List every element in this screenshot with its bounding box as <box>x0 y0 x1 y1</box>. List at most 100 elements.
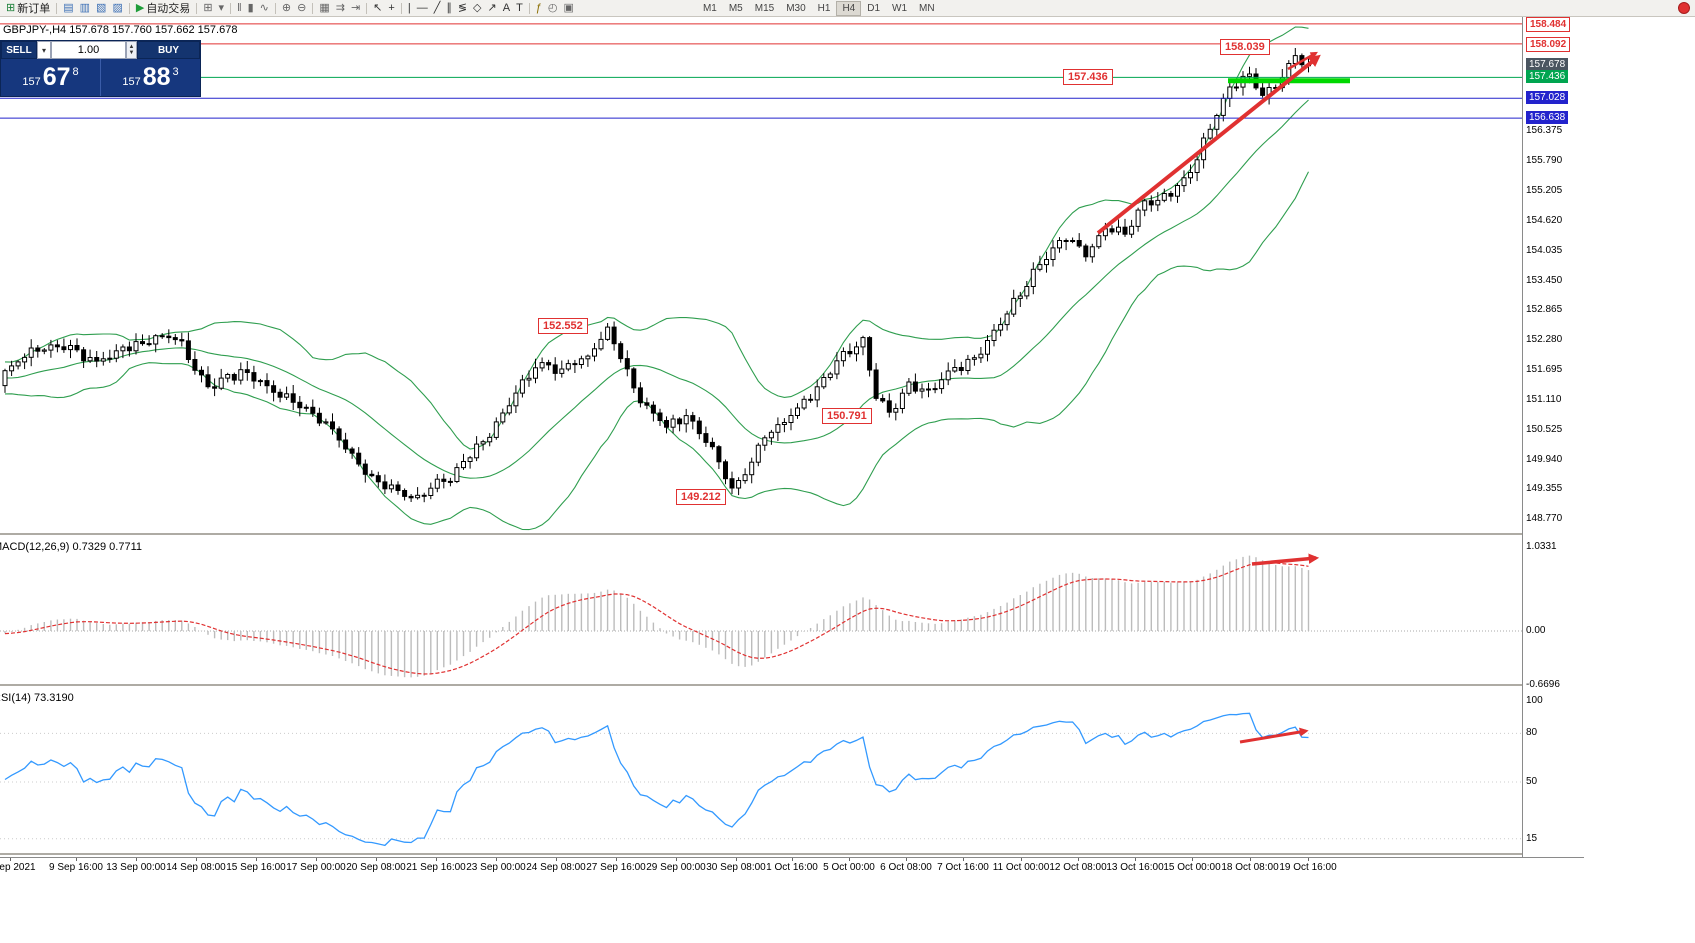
timeframe-m5[interactable]: M5 <box>728 2 743 14</box>
rsi-chart[interactable] <box>0 688 1522 855</box>
line-chart-button[interactable]: ∿ <box>257 1 272 16</box>
time-label: 13 Oct 16:00 <box>1106 862 1164 873</box>
time-tick <box>316 858 317 861</box>
volume-stepper[interactable]: ▲ ▼ <box>126 41 137 59</box>
fibonacci-button[interactable]: ≶ <box>455 1 470 16</box>
time-tick <box>1308 858 1309 861</box>
terminal-icon: ▨ <box>112 1 123 14</box>
price-tick: 156.375 <box>1526 125 1563 136</box>
time-tick <box>556 858 557 861</box>
price-label[interactable]: 152.552 <box>538 318 588 334</box>
time-label: 18 Oct 08:00 <box>1221 862 1279 873</box>
macd-chart[interactable] <box>0 537 1522 686</box>
equidistant-channel-button[interactable]: ∥ <box>443 1 455 16</box>
bar-chart-button[interactable]: ‖ <box>234 1 245 16</box>
timeframe-m1[interactable]: M1 <box>702 2 717 14</box>
toolbar-separator <box>312 2 314 14</box>
timeframe-m30[interactable]: M30 <box>786 2 806 14</box>
time-tick <box>76 858 77 861</box>
chart-shift-button[interactable]: ⇥ <box>348 1 363 16</box>
price-tick: 150.525 <box>1526 424 1563 435</box>
time-label: 15 Sep 16:00 <box>226 862 286 873</box>
macd-arrow[interactable] <box>1251 553 1320 566</box>
market-watch-button[interactable]: ▤ <box>60 1 76 16</box>
toolbar-separator <box>230 2 232 14</box>
horizontal-line-objects[interactable] <box>0 23 1522 119</box>
shapes-button[interactable]: ◇ <box>470 1 484 16</box>
periods-button[interactable]: ◴ <box>545 1 561 16</box>
rsi-axis-label: 100 <box>1526 695 1543 706</box>
trendline-button[interactable]: ╱ <box>431 1 444 16</box>
auto-scroll-button[interactable]: ⇉ <box>333 1 348 16</box>
time-label: 27 Sep 16:00 <box>586 862 646 873</box>
candlestick-chart-button[interactable]: ▮ <box>245 1 257 16</box>
order-type-dropdown[interactable]: ▾ <box>37 41 51 59</box>
time-tick <box>849 858 850 861</box>
text-button[interactable]: A <box>500 1 513 16</box>
indicators-icon: ƒ <box>535 1 542 14</box>
toolbar-separator <box>128 2 130 14</box>
timeframe-d1[interactable]: D1 <box>867 2 881 14</box>
timeframe-w1[interactable]: W1 <box>892 2 908 14</box>
horizontal-line-button[interactable]: — <box>414 1 431 16</box>
price-axis[interactable]: 156.375 155.790 155.205 154.620 154.035 153.4… <box>1522 17 1584 875</box>
notification-icon[interactable] <box>1678 2 1690 14</box>
arrows-button[interactable]: ↗ <box>485 1 500 16</box>
macd-panel[interactable]: MACD(12,26,9) 0.7329 0.7711 <box>0 537 1522 686</box>
price-label[interactable]: 149.212 <box>676 489 726 505</box>
price-level-label: 157.436 <box>1526 70 1569 83</box>
timeframe-h4[interactable]: H4 <box>836 0 862 16</box>
price-tick: 149.355 <box>1526 483 1563 494</box>
rsi-panel[interactable]: RSI(14) 73.3190 <box>0 688 1522 855</box>
data-window-button[interactable]: ▥ <box>77 1 93 16</box>
rsi-arrow[interactable] <box>1239 727 1309 744</box>
tile-windows-button[interactable]: ▦ <box>316 1 332 16</box>
timeframe-m15[interactable]: M15 <box>754 2 775 14</box>
text-label-button[interactable]: T <box>513 1 526 16</box>
buy-price[interactable]: 157 88 3 <box>122 63 179 91</box>
indicators-button[interactable]: ƒ <box>533 1 545 16</box>
price-tick: 154.035 <box>1526 245 1563 256</box>
price-chart[interactable] <box>0 17 1522 535</box>
buy-button[interactable]: BUY <box>137 41 200 59</box>
trend-arrows[interactable] <box>1096 51 1321 235</box>
profiles-icon: ▾ <box>218 1 225 14</box>
timeframe-h1[interactable]: H1 <box>817 2 831 14</box>
price-level-label: 158.484 <box>1526 17 1571 32</box>
toolbar-separator <box>56 2 58 14</box>
timeframe-mn[interactable]: MN <box>919 2 935 14</box>
toolbar-separator <box>528 2 530 14</box>
crosshair-button[interactable]: + <box>385 1 397 16</box>
navigator-button[interactable]: ▧ <box>93 1 109 16</box>
time-label: 8 Sep 2021 <box>0 862 36 873</box>
terminal-button[interactable]: ▨ <box>109 1 125 16</box>
price-label[interactable]: 157.436 <box>1063 69 1113 85</box>
sell-button[interactable]: SELL <box>1 41 37 59</box>
time-tick <box>196 858 197 861</box>
price-tick: 154.620 <box>1526 215 1563 226</box>
main-chart-panel[interactable]: GBPJPY-,H4 157.678 157.760 157.662 157.6… <box>0 17 1522 535</box>
time-tick <box>496 858 497 861</box>
vertical-line-button[interactable]: | <box>405 1 414 16</box>
trendline-icon: ╱ <box>433 1 441 14</box>
sell-price[interactable]: 157 67 8 <box>22 63 79 91</box>
time-tick <box>136 858 137 861</box>
price-label[interactable]: 150.791 <box>822 408 872 424</box>
new-chart-button[interactable]: ⊞ <box>200 1 215 16</box>
time-label: 1 Oct 16:00 <box>766 862 818 873</box>
new-order-button[interactable]: ⊞ 新订单 <box>3 1 53 16</box>
time-label: 6 Oct 08:00 <box>880 862 932 873</box>
zoom-out-button[interactable]: ⊖ <box>294 1 309 16</box>
time-tick <box>376 858 377 861</box>
volume-input[interactable]: 1.00 <box>51 41 126 59</box>
autotrading-button[interactable]: ▶ 自动交易 <box>133 1 193 16</box>
autotrading-icon: ▶ <box>135 1 145 14</box>
cursor-button[interactable]: ↖ <box>370 1 385 16</box>
macd-axis-label: 1.0331 <box>1526 541 1557 552</box>
macd-axis-label: -0.6696 <box>1526 679 1560 690</box>
zoom-in-button[interactable]: ⊕ <box>279 1 294 16</box>
templates-button[interactable]: ▣ <box>561 1 577 16</box>
price-label[interactable]: 158.039 <box>1220 39 1270 55</box>
profiles-button[interactable]: ▾ <box>216 1 228 16</box>
